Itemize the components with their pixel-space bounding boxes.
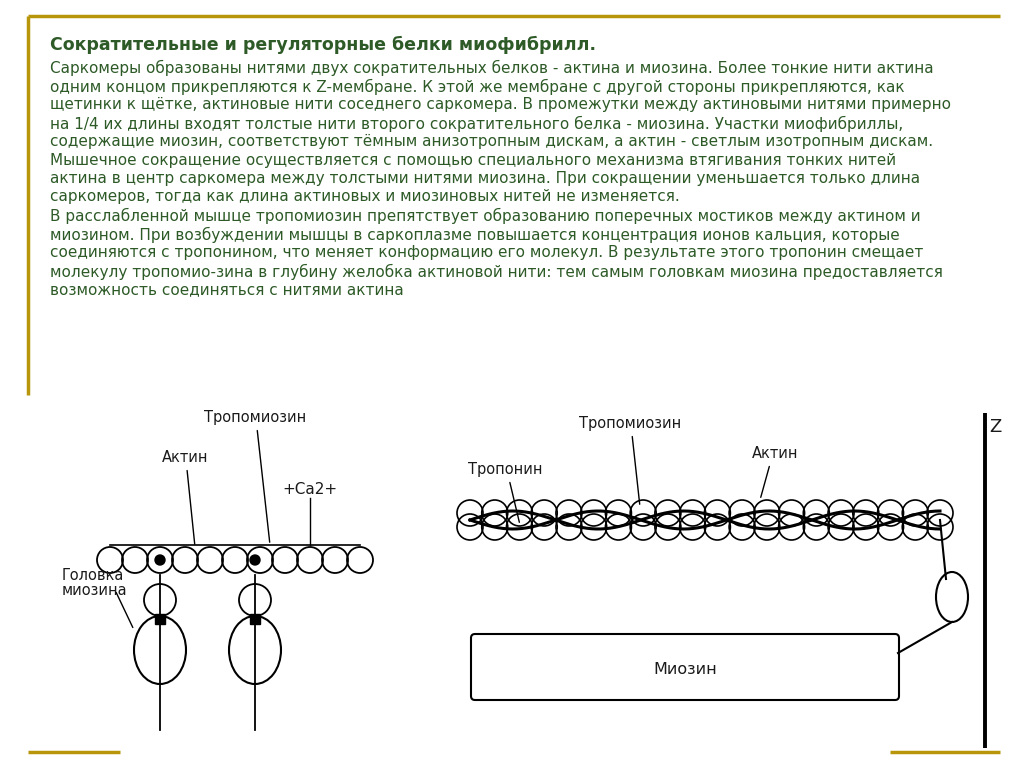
Text: Тропомиозин: Тропомиозин: [204, 410, 306, 542]
Text: Z: Z: [989, 418, 1001, 436]
Bar: [250, 614, 260, 624]
Text: Тропонин: Тропонин: [468, 462, 543, 522]
Text: актина в центр саркомера между толстыми нитями миозина. При сокращении уменьшает: актина в центр саркомера между толстыми …: [50, 171, 921, 186]
Text: соединяются с тропонином, что меняет конформацию его молекул. В результате этого: соединяются с тропонином, что меняет кон…: [50, 245, 924, 260]
Text: Актин: Актин: [752, 446, 799, 497]
Text: возможность соединяться с нитями актина: возможность соединяться с нитями актина: [50, 282, 403, 297]
Text: Мышечное сокращение осуществляется с помощью специального механизма втягивания т: Мышечное сокращение осуществляется с пом…: [50, 153, 896, 167]
Text: Актин: Актин: [162, 450, 208, 545]
Text: Миозин: Миозин: [653, 663, 717, 677]
Text: В расслабленной мышце тропомиозин препятствует образованию поперечных мостиков м: В расслабленной мышце тропомиозин препят…: [50, 208, 921, 224]
Text: Тропомиозин: Тропомиозин: [579, 416, 681, 504]
Text: миозина: миозина: [62, 583, 128, 598]
Circle shape: [155, 555, 165, 565]
Text: миозином. При возбуждении мышцы в саркоплазме повышается концентрация ионов каль: миозином. При возбуждении мышцы в саркоп…: [50, 226, 900, 242]
Text: на 1/4 их длины входят толстые нити второго сократительного белка - миозина. Уча: на 1/4 их длины входят толстые нити втор…: [50, 116, 903, 132]
Text: содержащие миозин, соответствуют тёмным анизотропным дискам, а актин - светлым и: содержащие миозин, соответствуют тёмным …: [50, 134, 933, 149]
Text: щетинки к щётке, актиновые нити соседнего саркомера. В промежутки между актиновы: щетинки к щётке, актиновые нити соседнег…: [50, 97, 951, 112]
Circle shape: [250, 555, 260, 565]
Text: Сократительные и регуляторные белки миофибрилл.: Сократительные и регуляторные белки миоф…: [50, 36, 596, 54]
Bar: [155, 614, 165, 624]
Text: саркомеров, тогда как длина актиновых и миозиновых нитей не изменяется.: саркомеров, тогда как длина актиновых и …: [50, 189, 680, 205]
Text: +Ca2+: +Ca2+: [283, 482, 338, 497]
Text: Саркомеры образованы нитями двух сократительных белков - актина и миозина. Более: Саркомеры образованы нитями двух сократи…: [50, 60, 934, 76]
Text: Головка: Головка: [62, 568, 124, 583]
FancyBboxPatch shape: [471, 634, 899, 700]
Text: одним концом прикрепляются к Z-мембране. К этой же мембране с другой стороны при: одним концом прикрепляются к Z-мембране.…: [50, 78, 904, 94]
Text: молекулу тропомио-зина в глубину желобка актиновой нити: тем самым головкам миоз: молекулу тропомио-зина в глубину желобка…: [50, 264, 943, 280]
